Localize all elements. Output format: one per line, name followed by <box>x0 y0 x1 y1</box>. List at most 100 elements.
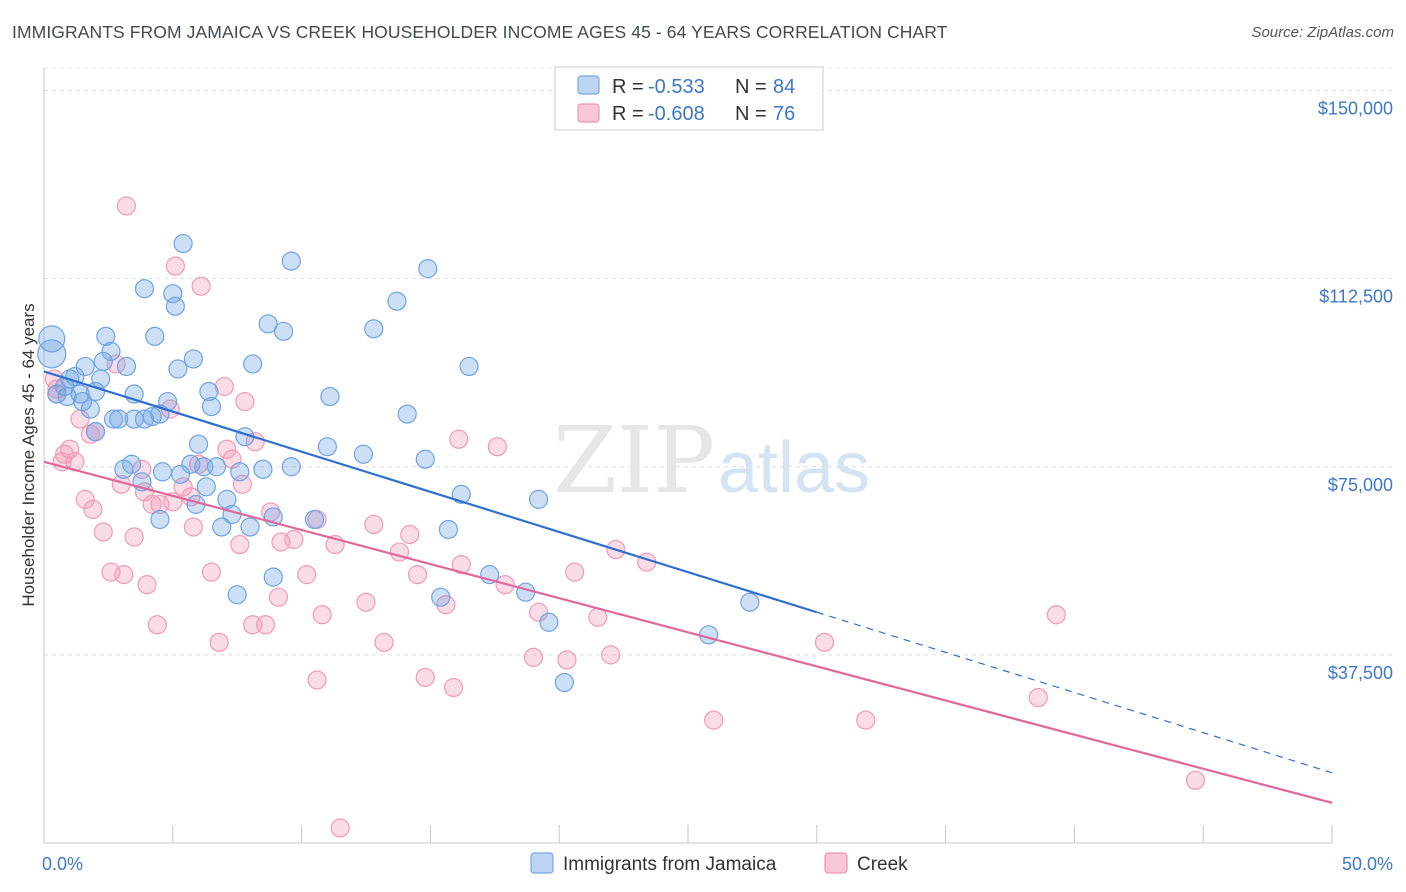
creek-point <box>1046 605 1066 625</box>
jamaica-point <box>438 519 459 540</box>
jamaica-point <box>217 489 237 509</box>
jamaica-point <box>206 457 227 477</box>
creek-point <box>330 818 350 838</box>
watermark: ZIP atlas <box>553 407 870 514</box>
creek-point <box>1028 687 1048 708</box>
jamaica-point <box>273 321 294 341</box>
creek-point <box>443 677 464 698</box>
bottom-legend-label-jamaica: Immigrants from Jamaica <box>563 854 777 875</box>
source-label: Source: ZipAtlas.com <box>1251 24 1394 41</box>
creek-point <box>601 645 621 665</box>
jamaica-point <box>364 319 384 339</box>
creek-point <box>201 562 222 582</box>
jamaica-point <box>93 351 113 372</box>
jamaica-point <box>317 437 337 457</box>
creek-point <box>374 632 394 652</box>
jamaica-point <box>281 457 301 477</box>
jamaica-point <box>459 356 479 377</box>
creek-point <box>557 650 577 670</box>
creek-point <box>356 592 376 612</box>
jamaica-point <box>740 592 760 612</box>
jamaica-point <box>170 464 191 484</box>
legend-n-label-creek: N = <box>735 103 767 125</box>
jamaica-point <box>85 422 106 442</box>
creek-point <box>565 562 585 582</box>
jamaica-point <box>109 409 129 429</box>
jamaica-point <box>163 284 183 304</box>
creek-point <box>147 615 167 635</box>
trend-lines <box>43 370 1333 804</box>
jamaica-point <box>80 399 100 419</box>
watermark-zip: ZIP <box>553 407 715 514</box>
jamaica-point <box>37 339 67 369</box>
jamaica-point <box>73 391 93 412</box>
creek-point <box>415 667 435 688</box>
jamaica-point <box>183 349 204 369</box>
creek-point <box>523 647 544 667</box>
legend-box: R = -0.533 N = 84 R = -0.608 N = 76 <box>554 66 824 131</box>
creek-point <box>47 379 67 399</box>
jamaica-point <box>121 454 142 474</box>
creek-point <box>407 565 428 585</box>
jamaica-point <box>168 359 188 379</box>
jamaica-point <box>240 517 260 537</box>
creek-point <box>230 534 250 555</box>
bottom-legend-swatch-jamaica <box>530 852 554 874</box>
creek-point <box>124 527 144 547</box>
creek-point <box>232 474 252 494</box>
y-tick-label: $75,000 <box>1328 475 1393 495</box>
jamaica-point <box>451 484 471 504</box>
creek-point <box>704 710 724 730</box>
legend-n-label-jamaica: N = <box>735 76 767 98</box>
creek-point <box>400 524 420 545</box>
jamaica-point <box>320 386 340 407</box>
legend-r-value-creek: -0.608 <box>648 103 705 125</box>
bottom-legend-label-creek: Creek <box>857 854 908 875</box>
watermark-atlas: atlas <box>718 428 870 508</box>
jamaica-point <box>415 449 435 469</box>
jamaica-trend-line <box>43 370 818 614</box>
jamaica-point <box>253 459 273 479</box>
creek-point <box>173 477 193 497</box>
jamaica-point <box>353 444 374 464</box>
chart-title: IMMIGRANTS FROM JAMAICA VS CREEK HOUSEHO… <box>12 22 948 42</box>
creek-trend-line <box>43 460 1333 804</box>
jamaica-point <box>188 434 209 454</box>
jamaica-point <box>75 356 95 377</box>
x-tick-label-max: 50.0% <box>1342 854 1393 874</box>
jamaica-point <box>152 462 173 482</box>
jamaica-point <box>65 366 85 387</box>
creek-point <box>217 439 237 459</box>
jamaica-trend-extension <box>816 611 1333 774</box>
jamaica-point <box>196 477 216 497</box>
y-axis-title: Householder Income Ages 45 - 64 years <box>19 303 38 606</box>
creek-point <box>75 489 95 509</box>
jamaica-point <box>258 314 278 334</box>
creek-point <box>364 514 384 535</box>
creek-point <box>137 575 157 595</box>
creek-point <box>80 424 100 444</box>
creek-point <box>284 529 304 550</box>
jamaica-point <box>142 407 162 427</box>
creek-point <box>487 437 507 457</box>
creek-point <box>142 494 162 514</box>
creek-point <box>214 376 234 397</box>
jamaica-point <box>96 326 116 346</box>
jamaica-point <box>212 517 232 537</box>
creek-point <box>191 276 211 296</box>
jamaica-point <box>397 404 417 424</box>
jamaica-point <box>431 587 451 607</box>
jamaica-point <box>418 259 438 279</box>
y-tick-label: $150,000 <box>1318 99 1393 119</box>
legend-r-label-jamaica: R = <box>612 76 644 98</box>
creek-point <box>83 499 103 520</box>
jamaica-point <box>227 585 247 605</box>
legend-swatch-creek <box>577 103 600 123</box>
jamaica-points <box>37 233 760 693</box>
creek-point <box>116 196 137 216</box>
bottom-legend: Immigrants from Jamaica Creek <box>530 852 908 875</box>
jamaica-point <box>150 509 170 530</box>
creek-point <box>814 632 835 652</box>
jamaica-point <box>304 509 325 530</box>
